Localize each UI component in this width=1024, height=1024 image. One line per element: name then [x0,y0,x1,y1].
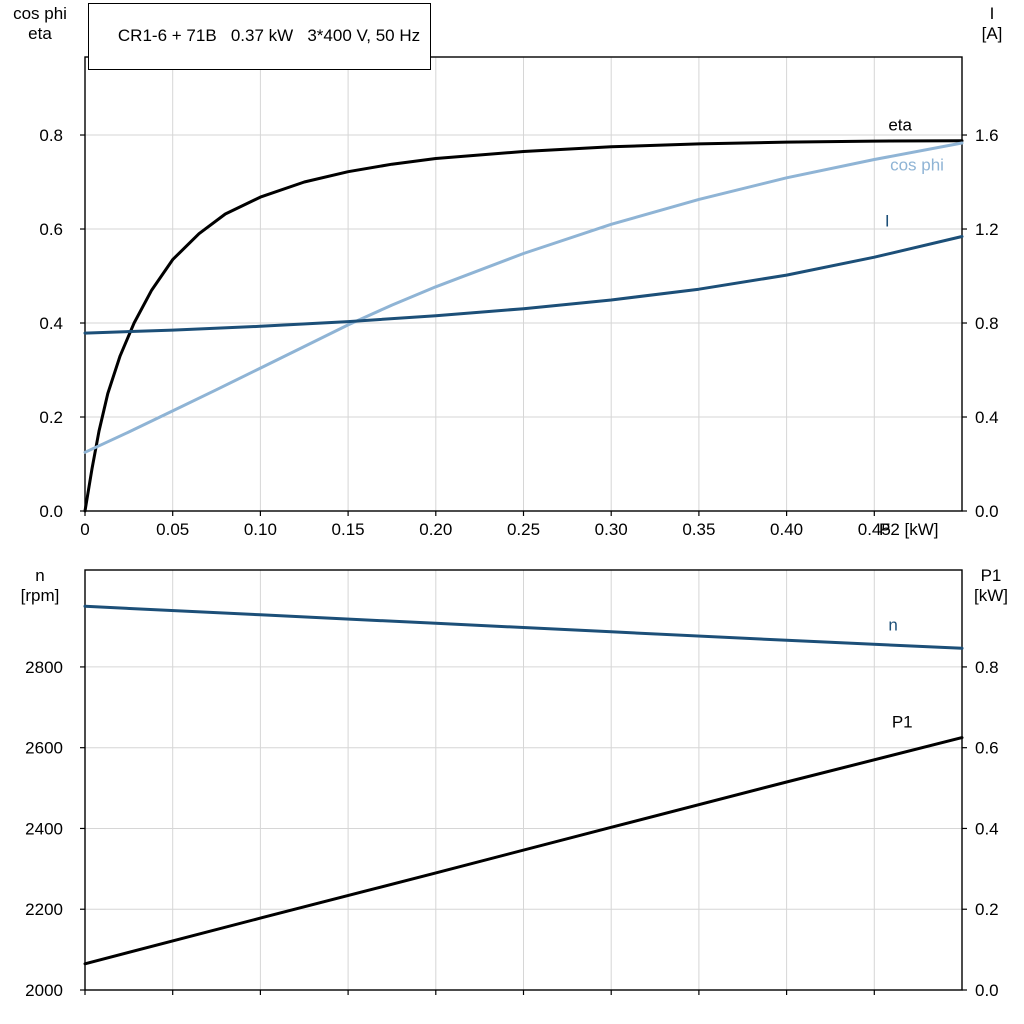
top-left-axis-label: cos phi eta [4,4,76,44]
y-left-tick-label: 2000 [25,981,63,1000]
eta-curve [83,139,964,513]
y-left-tick-label: 2800 [25,658,63,677]
y-left-tick-label: 0.4 [39,314,63,333]
axis-label-p1-unit: [kW] [974,586,1008,605]
x-tick-label: 0.45 [858,520,891,539]
y-right-tick-label: 0.8 [975,658,999,677]
n-curve [83,604,964,650]
chart-title: CR1-6 + 71B 0.37 kW 3*400 V, 50 Hz [117,26,421,45]
x-tick-label: 0.05 [156,520,189,539]
y-left-tick-label: 0.0 [39,502,63,521]
y-left-tick-label: 2600 [25,739,63,758]
axis-label-p1: P1 [980,566,1002,585]
y-right-tick-label: 0.6 [975,739,999,758]
axis-label-current-unit: [A] [981,24,1003,43]
y-right-tick-label: 0.8 [975,314,999,333]
axis-label-cos-phi: cos phi [13,4,67,23]
cos-phi-curve [83,141,964,454]
y-right-tick-label: 0.4 [975,408,999,427]
x-tick-label: 0.10 [244,520,277,539]
y-right-tick-label: 1.2 [975,220,999,239]
x-tick-label: 0.40 [770,520,803,539]
chart-area-0: 0 0.05 0.10 0.15 0.20 0.25 0.30 0.35 0.40 0.45 0.0… [39,56,999,539]
top-right-axis-label: I [A] [964,4,1020,44]
y-right-tick-label: 0.0 [975,502,999,521]
axis-label-n: n [35,566,45,585]
y-left-tick-label: 0.8 [39,126,63,145]
y-right-tick-label: 0.4 [975,819,999,838]
bottom-right-axis-label: P1 [kW] [962,566,1020,606]
p1-curve-label: P1 [892,713,913,732]
current-curve [83,235,964,335]
x-tick-label: 0 [80,520,89,539]
y-right-tick-label: 0.0 [975,981,999,1000]
x-tick-label: 0.20 [419,520,452,539]
axis-label-current: I [989,4,995,23]
chart-area-1: 2000 2200 2400 2600 2800 0.0 0.2 0.4 0.6 0.8 n P1 [25,569,999,1000]
n-curve-label: n [888,616,897,635]
bottom-left-axis-label: n [rpm] [4,566,76,606]
y-left-tick-label: 0.6 [39,220,63,239]
eta-curve-label: eta [888,115,912,134]
x-tick-label: 0.35 [682,520,715,539]
chart-title-box: CR1-6 + 71B 0.37 kW 3*400 V, 50 Hz [88,3,432,70]
x-tick-label: 0.25 [507,520,540,539]
x-tick-label: 0.15 [332,520,365,539]
x-axis-title: P2 [kW] [879,520,939,539]
axis-label-n-unit: [rpm] [20,586,60,605]
y-right-tick-label: 1.6 [975,126,999,145]
y-right-tick-label: 0.2 [975,900,999,919]
cos-phi-curve-label: cos phi [890,155,944,174]
p1-curve [83,736,964,966]
y-left-tick-label: 2400 [25,819,63,838]
axis-label-eta: eta [28,24,52,43]
y-left-tick-label: 0.2 [39,408,63,427]
x-tick-label: 0.30 [595,520,628,539]
current-curve-label: I [885,212,890,231]
y-left-tick-label: 2200 [25,900,63,919]
